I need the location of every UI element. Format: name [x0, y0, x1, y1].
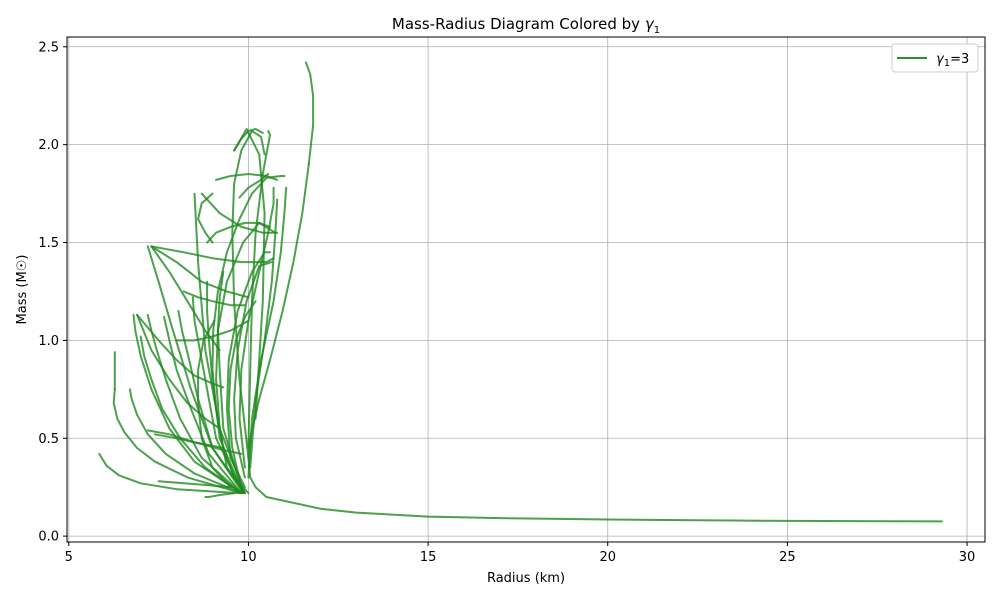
series-line-40 [136, 313, 225, 389]
series-line-41 [136, 313, 221, 430]
x-tick-label: 25 [779, 550, 796, 565]
series-line-42 [154, 433, 243, 455]
y-tick-label: 1.0 [38, 334, 59, 349]
series-line-18 [177, 310, 245, 495]
legend-subscript: 1 [944, 58, 950, 69]
chart-title: Mass-Radius Diagram Colored by γ1 [392, 15, 660, 36]
series-line-32 [150, 245, 275, 264]
series-line-25 [98, 452, 241, 495]
chart-title-symbol: γ [645, 15, 655, 33]
series-line-37 [233, 128, 264, 152]
series-line-35 [215, 173, 279, 181]
chart-title-subscript: 1 [654, 25, 660, 36]
legend-suffix: =3 [950, 52, 969, 67]
series-line-23 [128, 388, 243, 495]
y-tick-label: 1.5 [38, 236, 59, 251]
series-line-30 [227, 300, 257, 489]
series-line-1 [247, 163, 943, 523]
x-tick-label: 30 [959, 550, 976, 565]
series-line-27 [204, 492, 236, 498]
series-line-2 [304, 61, 315, 166]
series-line-11 [233, 261, 273, 479]
series-line-17 [163, 315, 243, 495]
grid [67, 37, 985, 542]
series-line-15 [132, 313, 243, 495]
series-line-33 [150, 245, 250, 299]
series-line-22 [112, 388, 243, 495]
x-axis-label: Radius (km) [487, 571, 565, 586]
legend-symbol: γ [936, 52, 945, 67]
series-line-5 [247, 130, 271, 449]
legend: γ1=3 [891, 43, 979, 73]
series-group [98, 61, 943, 523]
y-tick-label: 0.5 [38, 432, 59, 447]
y-tick-label: 0.0 [38, 530, 59, 545]
series-line-44 [182, 290, 246, 307]
series-line-34 [150, 245, 221, 352]
x-tick-label: 10 [240, 550, 257, 565]
legend-box [891, 43, 979, 73]
series-line-14 [249, 198, 279, 469]
y-tick-label: 2.0 [38, 138, 59, 153]
series-line-12 [238, 186, 275, 469]
series-line-43 [157, 480, 232, 489]
legend-label: γ1=3 [936, 52, 969, 69]
series-line-45 [175, 319, 250, 342]
plot-frame [66, 36, 986, 543]
x-tick-label: 15 [420, 550, 437, 565]
x-tick-label: 5 [65, 550, 73, 565]
y-tick-label: 2.5 [38, 40, 59, 55]
x-tick-label: 20 [599, 550, 616, 565]
series-line-13 [247, 186, 288, 479]
y-axis-label: Mass (M☉) [15, 255, 30, 325]
series-line-29 [197, 319, 232, 489]
series-line-36 [238, 173, 270, 199]
series-line-6 [233, 128, 266, 420]
series-line-39 [200, 192, 279, 234]
ticks: 5 10 15 20 25 30 0.0 0.5 1.0 1.5 2.0 2.5 [38, 40, 975, 565]
series-line-24 [139, 335, 243, 495]
series-line-31 [197, 192, 214, 244]
chart-title-prefix: Mass-Radius Diagram Colored by [392, 15, 645, 33]
